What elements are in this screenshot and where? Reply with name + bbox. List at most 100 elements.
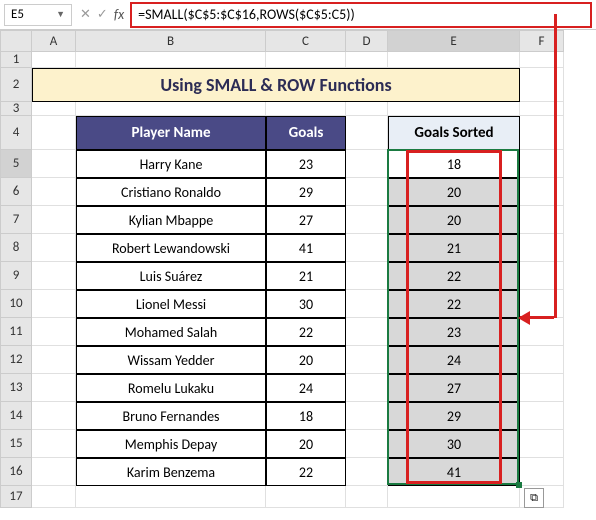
cell[interactable] [346, 318, 388, 346]
cell[interactable] [346, 234, 388, 262]
cell[interactable] [520, 430, 564, 458]
sorted-cell[interactable]: 29 [388, 402, 520, 430]
fx-icon[interactable]: fx [114, 6, 124, 23]
cell[interactable] [346, 178, 388, 206]
row-header-6[interactable]: 6 [0, 178, 32, 206]
cell[interactable] [76, 52, 266, 68]
sorted-cell[interactable]: 24 [388, 346, 520, 374]
cell[interactable] [346, 402, 388, 430]
col-header-E[interactable]: E [388, 30, 520, 52]
row-header-17[interactable]: 17 [0, 486, 32, 508]
cell[interactable] [32, 430, 76, 458]
row-header-15[interactable]: 15 [0, 430, 32, 458]
cell[interactable] [388, 52, 520, 68]
cell[interactable] [346, 206, 388, 234]
sorted-cell[interactable]: 23 [388, 318, 520, 346]
cell[interactable] [520, 178, 564, 206]
player-name-cell[interactable]: Memphis Depay [76, 430, 266, 458]
goals-cell[interactable]: 22 [266, 458, 346, 486]
name-box[interactable]: E5 ▼ [4, 4, 72, 26]
fill-handle[interactable] [516, 482, 522, 488]
goals-cell[interactable]: 20 [266, 430, 346, 458]
cell[interactable] [32, 486, 76, 508]
goals-cell[interactable]: 23 [266, 150, 346, 178]
player-name-cell[interactable]: Romelu Lukaku [76, 374, 266, 402]
goals-cell[interactable]: 30 [266, 290, 346, 318]
cell[interactable] [346, 116, 388, 150]
goals-cell[interactable]: 29 [266, 178, 346, 206]
cell[interactable] [266, 52, 346, 68]
goals-cell[interactable]: 27 [266, 206, 346, 234]
cell[interactable] [32, 116, 76, 150]
cell[interactable] [32, 150, 76, 178]
row-header-2[interactable]: 2 [0, 68, 32, 102]
cell[interactable] [520, 68, 564, 102]
player-name-cell[interactable]: Harry Kane [76, 150, 266, 178]
row-header-8[interactable]: 8 [0, 234, 32, 262]
cell[interactable] [346, 486, 388, 508]
cell[interactable] [520, 374, 564, 402]
player-name-cell[interactable]: Bruno Fernandes [76, 402, 266, 430]
cell[interactable] [266, 102, 346, 116]
player-name-cell[interactable]: Lionel Messi [76, 290, 266, 318]
cell[interactable] [520, 402, 564, 430]
player-name-cell[interactable]: Luis Suárez [76, 262, 266, 290]
cell[interactable] [32, 262, 76, 290]
autofill-options-icon[interactable]: ⧉ [524, 488, 544, 508]
cell[interactable] [32, 290, 76, 318]
player-name-cell[interactable]: Robert Lewandowski [76, 234, 266, 262]
cell[interactable] [388, 486, 520, 508]
row-header-16[interactable]: 16 [0, 458, 32, 486]
cell[interactable] [346, 102, 388, 116]
cell[interactable] [346, 150, 388, 178]
cell[interactable] [520, 206, 564, 234]
cell[interactable] [520, 102, 564, 116]
player-name-cell[interactable]: Kylian Mbappe [76, 206, 266, 234]
cell[interactable] [520, 290, 564, 318]
cell[interactable] [520, 150, 564, 178]
player-name-cell[interactable]: Mohamed Salah [76, 318, 266, 346]
cell[interactable] [346, 430, 388, 458]
cell[interactable] [520, 458, 564, 486]
player-name-cell[interactable]: Cristiano Ronaldo [76, 178, 266, 206]
row-header-9[interactable]: 9 [0, 262, 32, 290]
goals-cell[interactable]: 41 [266, 234, 346, 262]
sorted-cell[interactable]: 20 [388, 206, 520, 234]
goals-cell[interactable]: 20 [266, 346, 346, 374]
row-header-1[interactable]: 1 [0, 52, 32, 68]
row-header-7[interactable]: 7 [0, 206, 32, 234]
sorted-cell[interactable]: 22 [388, 262, 520, 290]
sorted-cell[interactable]: 18 [388, 150, 520, 178]
sorted-cell[interactable]: 41 [388, 458, 520, 486]
cell[interactable] [32, 206, 76, 234]
cell[interactable] [346, 346, 388, 374]
row-header-3[interactable]: 3 [0, 102, 32, 116]
accept-icon[interactable]: ✓ [97, 7, 108, 22]
cell[interactable] [388, 102, 520, 116]
cell[interactable] [32, 102, 76, 116]
cell[interactable] [32, 402, 76, 430]
cell[interactable] [76, 102, 266, 116]
cell[interactable] [346, 374, 388, 402]
cell[interactable] [76, 486, 266, 508]
cell[interactable] [32, 374, 76, 402]
goals-cell[interactable]: 18 [266, 402, 346, 430]
cell[interactable] [346, 458, 388, 486]
sorted-cell[interactable]: 22 [388, 290, 520, 318]
cell[interactable] [520, 116, 564, 150]
cell[interactable] [520, 346, 564, 374]
cell[interactable] [32, 178, 76, 206]
cell[interactable] [520, 262, 564, 290]
cell[interactable] [520, 318, 564, 346]
cell[interactable] [266, 486, 346, 508]
player-name-cell[interactable]: Karim Benzema [76, 458, 266, 486]
cell[interactable] [346, 290, 388, 318]
sorted-cell[interactable]: 20 [388, 178, 520, 206]
col-header-D[interactable]: D [346, 30, 388, 52]
goals-cell[interactable]: 24 [266, 374, 346, 402]
cell[interactable] [346, 262, 388, 290]
cancel-icon[interactable]: ✕ [80, 7, 91, 22]
sorted-cell[interactable]: 30 [388, 430, 520, 458]
formula-bar[interactable]: =SMALL($C$5:$C$16,ROWS($C$5:C5)) [130, 2, 592, 28]
cell[interactable] [32, 52, 76, 68]
